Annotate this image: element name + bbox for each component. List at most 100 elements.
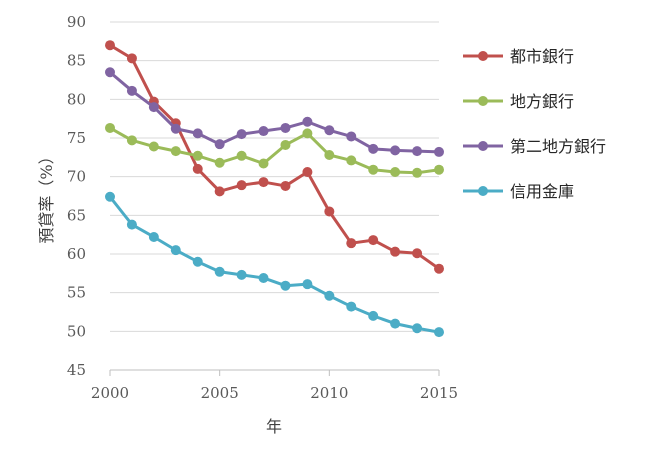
data-point [214,266,225,277]
data-point [302,167,313,178]
series-group [105,40,444,338]
data-point [236,129,247,140]
data-point [192,150,203,161]
series-4 [105,191,444,338]
legend-item-1: 都市銀行 [463,47,574,66]
x-tick-label: 2010 [310,384,348,402]
x-axis-title: 年 [266,417,282,436]
data-point [412,248,423,259]
data-point [126,219,137,230]
data-point [280,139,291,150]
legend-label: 信用金庫 [510,182,574,201]
y-axis-title: 預貸率（%） [37,148,56,243]
data-point [126,53,137,64]
series-line [109,43,440,270]
data-point [214,139,225,150]
data-point [126,135,137,146]
legend-item-2: 地方銀行 [463,92,574,111]
data-point [434,164,444,175]
y-tick-label: 70 [67,168,86,186]
data-point [105,40,115,51]
x-tick-label: 2000 [91,384,129,402]
series-3 [105,67,444,157]
legend-item-4: 信用金庫 [463,182,574,201]
data-point [105,191,115,202]
data-point [390,246,401,257]
data-point [390,167,401,178]
x-tick-label: 2005 [201,384,239,402]
data-point [236,180,247,191]
y-tick-label: 60 [67,245,86,263]
data-point [412,323,423,334]
data-point [148,141,159,152]
data-point [170,146,181,157]
data-point [192,256,203,267]
data-point [390,145,401,156]
data-point [324,125,335,136]
data-point [258,158,269,169]
series-1 [105,40,444,274]
legend-marker [478,51,488,61]
data-point [258,126,269,137]
y-tick-label: 65 [67,206,86,224]
data-point [302,116,313,127]
data-point [126,85,137,96]
data-point [368,310,379,321]
legend-label: 第二地方銀行 [510,137,606,156]
series-2 [105,122,444,178]
data-point [434,327,444,338]
data-point [192,163,203,174]
y-tick-label: 85 [67,52,86,70]
data-point [346,301,357,312]
y-tick-label: 55 [67,284,86,302]
data-point [324,206,335,217]
data-point [148,231,159,242]
series-line [109,71,440,154]
data-point [302,128,313,139]
data-point [280,180,291,191]
data-point [170,123,181,134]
data-point [368,235,379,246]
series-line [108,195,440,334]
data-point [192,128,203,139]
y-tick-label: 90 [67,13,86,31]
data-point [236,269,247,280]
y-tick-labels: 45 50 55 60 65 70 75 80 85 90 [67,13,86,379]
y-tick-label: 80 [67,90,86,108]
axes [109,369,440,376]
legend-marker [478,141,488,151]
data-point [324,150,335,161]
data-point [368,164,379,175]
data-point [346,155,357,166]
data-point [302,279,313,290]
data-point [105,67,115,78]
data-point [346,131,357,142]
series-line [109,126,440,175]
data-point [324,290,335,301]
data-point [148,102,159,113]
data-point [258,272,269,283]
gridlines [110,21,439,371]
data-point [390,318,401,329]
x-tick-labels: 2000 2005 2010 2015 [91,384,458,402]
legend-marker [478,186,488,196]
data-point [280,122,291,133]
legend-label: 地方銀行 [510,92,574,111]
data-point [346,238,357,249]
data-point [434,263,444,274]
x-tick-label: 2015 [420,384,458,402]
y-tick-label: 75 [67,129,86,147]
data-point [236,150,247,161]
data-point [258,177,269,188]
data-point [214,186,225,197]
y-tick-label: 45 [67,361,86,379]
data-point [280,280,291,291]
data-point [214,157,225,168]
data-point [412,167,423,178]
data-point [368,143,379,154]
data-point [105,122,115,133]
data-point [412,146,423,157]
legend-item-3: 第二地方銀行 [463,137,606,156]
